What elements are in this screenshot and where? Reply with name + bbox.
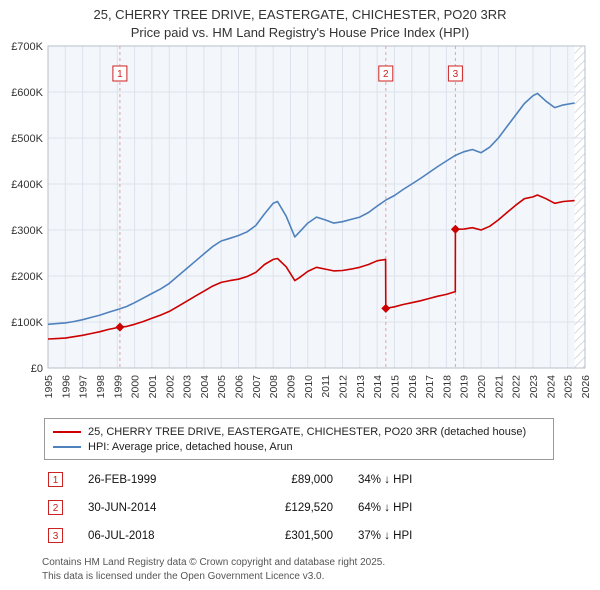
svg-text:2024: 2024 xyxy=(545,375,557,399)
svg-text:2022: 2022 xyxy=(511,375,523,399)
svg-text:2003: 2003 xyxy=(182,375,194,399)
page-title: 25, CHERRY TREE DRIVE, EASTERGATE, CHICH… xyxy=(93,7,507,22)
svg-text:2: 2 xyxy=(383,69,389,80)
svg-text:£0: £0 xyxy=(31,363,43,375)
sale-2-number-badge: 2 xyxy=(48,500,63,516)
svg-text:2011: 2011 xyxy=(320,375,332,398)
svg-text:2025: 2025 xyxy=(563,375,575,399)
sale-2-hpi-delta: 64% ↓ HPI xyxy=(358,501,413,514)
svg-text:2021: 2021 xyxy=(493,375,505,399)
svg-text:£300K: £300K xyxy=(11,225,43,237)
svg-text:2010: 2010 xyxy=(303,375,315,399)
svg-text:£500K: £500K xyxy=(11,133,43,145)
svg-text:2013: 2013 xyxy=(355,375,367,399)
svg-text:2012: 2012 xyxy=(338,375,350,399)
svg-text:£700K: £700K xyxy=(11,42,43,53)
svg-text:2018: 2018 xyxy=(441,375,453,399)
svg-text:£100K: £100K xyxy=(11,317,43,329)
sale-3-price: £301,500 xyxy=(285,529,333,542)
footer-line-2: This data is licensed under the Open Gov… xyxy=(42,570,325,582)
svg-text:2009: 2009 xyxy=(286,375,298,399)
svg-text:1: 1 xyxy=(117,69,123,80)
svg-text:1998: 1998 xyxy=(95,375,107,399)
svg-text:£600K: £600K xyxy=(11,87,43,99)
footer-line-1: Contains HM Land Registry data © Crown c… xyxy=(42,557,386,569)
price-chart: £0 £100K £200K £300K £400K £500K £600K £700K 199… xyxy=(11,42,592,399)
sale-3-hpi-delta: 37% ↓ HPI xyxy=(358,529,413,542)
sale-2-date: 30-JUN-2014 xyxy=(88,501,157,514)
svg-text:2007: 2007 xyxy=(251,375,263,399)
svg-text:2015: 2015 xyxy=(390,375,402,399)
svg-text:3: 3 xyxy=(453,69,459,80)
legend-label-hpi: HPI: Average price, detached house, Arun xyxy=(88,440,293,453)
legend-swatch-hpi xyxy=(53,445,81,448)
sale-1-number-badge: 1 xyxy=(48,472,63,488)
svg-text:1999: 1999 xyxy=(112,375,124,399)
svg-text:2008: 2008 xyxy=(268,375,280,399)
sales-table: 1 26-FEB-1999 £89,000 34% ↓ HPI 2 30-JUN… xyxy=(48,472,600,544)
svg-text:2004: 2004 xyxy=(199,375,211,399)
svg-text:2002: 2002 xyxy=(164,375,176,399)
svg-text:2020: 2020 xyxy=(476,375,488,399)
svg-text:1997: 1997 xyxy=(78,375,90,399)
svg-text:2019: 2019 xyxy=(459,375,471,399)
table-row: 3 06-JUL-2018 £301,500 37% ↓ HPI xyxy=(48,528,600,544)
svg-text:2006: 2006 xyxy=(234,375,246,399)
svg-text:£200K: £200K xyxy=(11,271,43,283)
svg-text:2026: 2026 xyxy=(580,375,592,399)
svg-text:2017: 2017 xyxy=(424,375,436,399)
svg-text:2001: 2001 xyxy=(147,375,159,399)
chart-title-block: 25, CHERRY TREE DRIVE, EASTERGATE, CHICH… xyxy=(0,0,600,42)
sale-3-number-badge: 3 xyxy=(48,528,63,544)
legend-item-property: 25, CHERRY TREE DRIVE, EASTERGATE, CHICH… xyxy=(53,424,545,439)
svg-text:2014: 2014 xyxy=(372,375,384,399)
svg-text:2016: 2016 xyxy=(407,375,419,399)
legend-swatch-property xyxy=(53,430,81,433)
svg-text:2023: 2023 xyxy=(528,375,540,399)
svg-text:1996: 1996 xyxy=(60,375,72,399)
table-row: 1 26-FEB-1999 £89,000 34% ↓ HPI xyxy=(48,472,600,488)
svg-text:£400K: £400K xyxy=(11,179,43,191)
table-row: 2 30-JUN-2014 £129,520 64% ↓ HPI xyxy=(48,500,600,516)
svg-text:2005: 2005 xyxy=(216,375,228,399)
svg-text:2000: 2000 xyxy=(130,375,142,399)
sale-2-price: £129,520 xyxy=(285,501,333,514)
page-subtitle: Price paid vs. HM Land Registry's House … xyxy=(130,25,470,41)
svg-text:1995: 1995 xyxy=(43,375,55,399)
legend-item-hpi: HPI: Average price, detached house, Arun xyxy=(53,439,545,454)
sale-3-date: 06-JUL-2018 xyxy=(88,529,155,542)
sale-1-date: 26-FEB-1999 xyxy=(88,473,157,486)
legend-label-property: 25, CHERRY TREE DRIVE, EASTERGATE, CHICH… xyxy=(88,425,527,438)
attribution-footer: Contains HM Land Registry data © Crown c… xyxy=(42,556,600,583)
chart-legend: 25, CHERRY TREE DRIVE, EASTERGATE, CHICH… xyxy=(44,418,554,461)
sale-1-hpi-delta: 34% ↓ HPI xyxy=(358,473,413,486)
sale-1-price: £89,000 xyxy=(291,473,333,486)
